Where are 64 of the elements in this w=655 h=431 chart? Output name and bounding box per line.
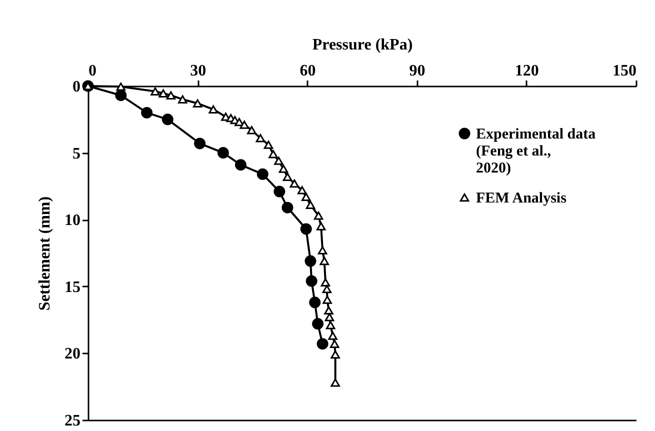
point xyxy=(208,105,218,114)
y-tick-label: 0 xyxy=(72,78,80,96)
point xyxy=(324,313,334,322)
point xyxy=(306,200,316,210)
point xyxy=(268,150,278,158)
point xyxy=(297,186,307,194)
point xyxy=(116,82,126,91)
y-axis-title: Settlement (mm) xyxy=(36,196,54,311)
point xyxy=(306,275,318,287)
point xyxy=(240,120,249,129)
point xyxy=(330,350,340,359)
point xyxy=(166,91,176,100)
x-tick-label: 60 xyxy=(300,62,316,80)
point xyxy=(150,87,160,96)
point xyxy=(278,164,288,173)
x-tick-label: 0 xyxy=(88,62,96,80)
point xyxy=(320,278,330,286)
y-tick-label: 10 xyxy=(64,212,80,230)
point xyxy=(320,256,329,266)
y-tick-label: 5 xyxy=(72,145,80,162)
point xyxy=(300,223,312,235)
point xyxy=(324,306,334,315)
y-tick-label: 15 xyxy=(64,278,80,296)
point xyxy=(192,99,202,108)
point xyxy=(282,202,294,214)
point xyxy=(330,340,340,348)
point xyxy=(316,222,326,230)
point xyxy=(282,172,292,181)
point xyxy=(326,321,336,330)
point xyxy=(162,114,174,126)
point xyxy=(256,168,268,180)
point xyxy=(330,378,340,387)
point xyxy=(141,106,153,118)
point xyxy=(314,211,324,220)
point xyxy=(316,338,328,350)
point xyxy=(309,296,321,308)
x-tick-label: 30 xyxy=(190,62,206,80)
legend-label: Experimental data (Feng et al., 2020) xyxy=(476,126,596,176)
point xyxy=(312,318,324,330)
point xyxy=(234,159,246,171)
point xyxy=(274,156,284,165)
point xyxy=(318,246,328,254)
point xyxy=(256,134,266,142)
point xyxy=(290,179,300,188)
point xyxy=(304,255,316,267)
point xyxy=(247,126,256,134)
point xyxy=(194,138,206,150)
x-axis-title: Pressure (kPa) xyxy=(312,36,413,54)
x-tick-label: 120 xyxy=(514,62,539,80)
x-tick-label: 90 xyxy=(409,62,426,80)
x-tick-label: 150 xyxy=(612,62,636,80)
point xyxy=(322,284,332,294)
point xyxy=(264,140,274,149)
point xyxy=(322,296,332,304)
point xyxy=(178,95,188,104)
point xyxy=(115,90,127,102)
legend-label: FEM Analysis xyxy=(476,190,567,206)
y-tick-label: 25 xyxy=(64,412,80,430)
point xyxy=(301,192,311,201)
point xyxy=(274,186,286,198)
point xyxy=(328,332,338,340)
y-tick-label: 20 xyxy=(64,346,80,363)
point xyxy=(158,89,168,98)
point xyxy=(217,147,229,159)
